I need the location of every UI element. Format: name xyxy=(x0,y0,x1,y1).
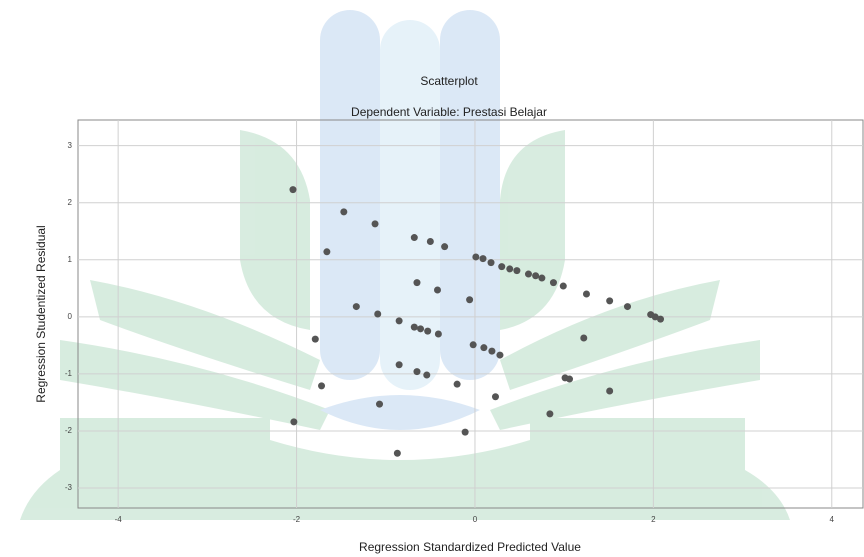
point xyxy=(393,449,401,457)
x-tick-label: -2 xyxy=(293,515,301,524)
point xyxy=(434,330,442,338)
point xyxy=(479,255,487,263)
point xyxy=(413,279,421,287)
point xyxy=(582,290,590,298)
point xyxy=(524,270,532,278)
x-tick-label: 0 xyxy=(473,515,478,524)
point xyxy=(496,351,504,359)
y-tick-label: 2 xyxy=(68,198,73,207)
point xyxy=(466,296,474,304)
point xyxy=(413,368,421,376)
point xyxy=(340,208,348,216)
point xyxy=(469,341,477,349)
point xyxy=(424,327,432,335)
point xyxy=(498,263,506,271)
watermark xyxy=(20,10,790,520)
watermark-shape xyxy=(380,20,440,390)
y-tick-label: -1 xyxy=(65,369,73,378)
point xyxy=(352,303,360,311)
point xyxy=(289,186,297,194)
point xyxy=(657,315,665,323)
watermark-shape xyxy=(440,10,500,380)
point xyxy=(323,248,331,256)
point xyxy=(651,313,659,321)
point xyxy=(376,400,384,408)
point xyxy=(371,220,379,228)
y-axis-label: Regression Studentized Residual xyxy=(34,225,48,402)
x-tick-label: -4 xyxy=(115,515,123,524)
watermark-shape xyxy=(500,130,565,330)
point xyxy=(487,259,495,267)
point xyxy=(433,286,441,294)
x-axis-label: Regression Standardized Predicted Value xyxy=(359,540,581,554)
watermark-shape xyxy=(60,340,330,430)
point xyxy=(423,371,431,379)
watermark-shape xyxy=(490,340,760,430)
point xyxy=(441,243,449,251)
chart-title: Scatterplot xyxy=(420,74,478,88)
point xyxy=(488,347,496,355)
chart-subtitle: Dependent Variable: Prestasi Belajar xyxy=(351,105,547,119)
point xyxy=(395,361,403,369)
point xyxy=(395,317,403,325)
watermark-shape xyxy=(240,130,310,330)
plot-frame xyxy=(77,119,864,509)
x-tick-label: 4 xyxy=(830,515,835,524)
watermark-shape xyxy=(320,395,480,430)
point xyxy=(532,272,540,280)
y-tick-label: -2 xyxy=(65,426,73,435)
y-tick-label: 1 xyxy=(68,255,73,264)
watermark-shape xyxy=(20,418,790,520)
point xyxy=(559,282,567,290)
x-tick-label: 2 xyxy=(651,515,656,524)
point xyxy=(606,387,614,395)
point xyxy=(606,297,614,305)
point xyxy=(546,410,554,418)
watermark-shape xyxy=(90,280,320,390)
watermark-shape xyxy=(500,280,720,390)
point xyxy=(566,375,574,383)
point xyxy=(538,274,546,282)
point xyxy=(472,253,480,261)
point xyxy=(290,418,298,426)
point xyxy=(461,428,469,436)
point xyxy=(374,310,382,318)
y-tick-label: 3 xyxy=(68,141,73,150)
point xyxy=(624,303,631,311)
watermark-shape xyxy=(320,10,380,380)
y-tick-label: 0 xyxy=(68,312,73,321)
point xyxy=(580,334,588,342)
point xyxy=(410,323,418,331)
point xyxy=(318,382,326,390)
y-tick-label: -3 xyxy=(65,483,73,492)
point xyxy=(311,335,319,343)
point xyxy=(506,265,514,273)
point xyxy=(480,344,488,352)
point xyxy=(491,393,499,401)
point xyxy=(453,380,461,388)
point xyxy=(549,279,557,287)
point xyxy=(417,325,425,333)
point xyxy=(426,238,434,246)
point xyxy=(410,234,418,242)
point xyxy=(513,267,521,275)
